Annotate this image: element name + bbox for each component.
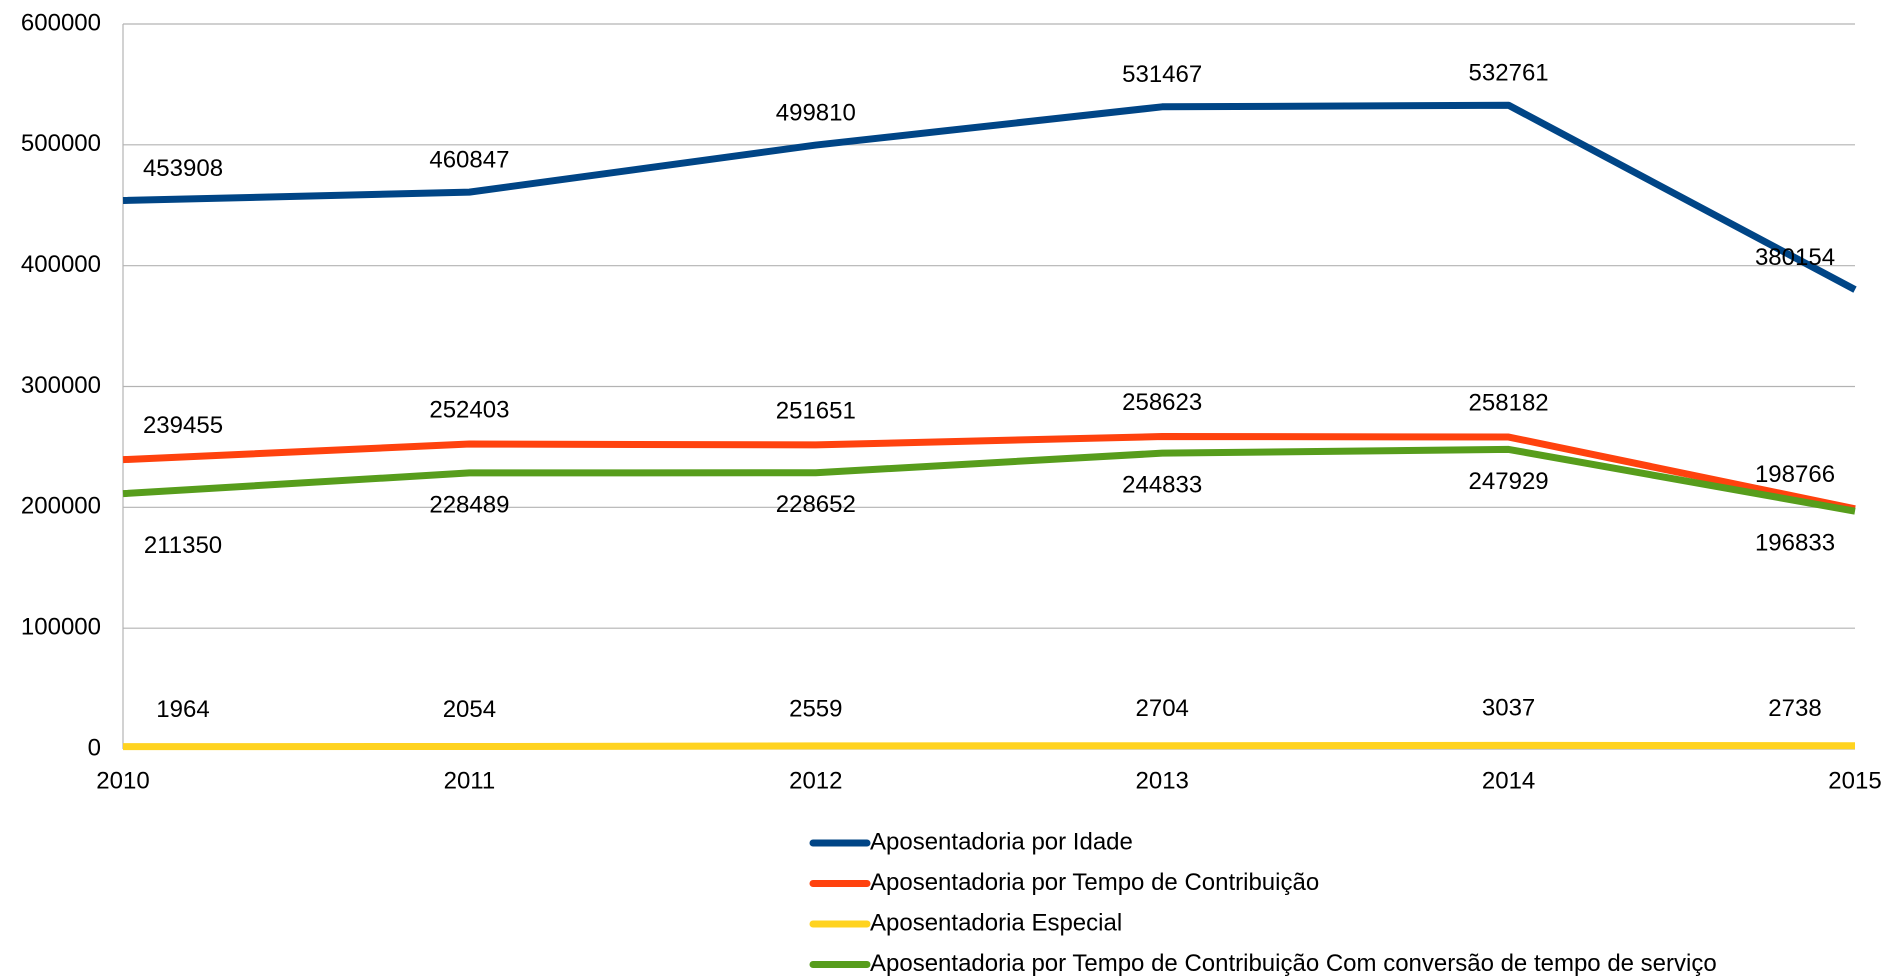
y-tick-label: 300000 (21, 372, 101, 399)
x-tick-label: 2011 (444, 767, 496, 794)
data-label: 251651 (776, 397, 856, 424)
data-label: 532761 (1469, 60, 1549, 87)
data-label: 2054 (443, 696, 496, 723)
x-tick-label: 2012 (789, 767, 842, 794)
data-label: 380154 (1755, 244, 1835, 271)
x-tick-label: 2013 (1136, 767, 1189, 794)
data-label: 196833 (1755, 530, 1835, 557)
data-label: 228652 (776, 491, 856, 518)
legend-label: Aposentadoria Especial (870, 909, 1122, 936)
y-tick-label: 400000 (21, 251, 101, 278)
x-tick-label: 2014 (1482, 767, 1535, 794)
data-label: 2704 (1136, 695, 1189, 722)
data-label: 239455 (143, 412, 223, 439)
series-line (122, 741, 1856, 751)
series-line (122, 101, 1857, 293)
legend-label: Aposentadoria por Tempo de Contribuição (870, 869, 1319, 896)
data-label: 1964 (156, 696, 209, 723)
x-tick-label: 2010 (96, 767, 149, 794)
data-label: 198766 (1755, 461, 1835, 488)
y-tick-label: 100000 (21, 614, 101, 641)
data-label: 3037 (1482, 695, 1535, 722)
data-label: 2559 (789, 695, 842, 722)
y-tick-label: 0 (88, 734, 101, 761)
data-label: 453908 (143, 155, 223, 182)
y-tick-label: 200000 (21, 493, 101, 520)
data-label: 244833 (1122, 472, 1202, 499)
x-tick-label: 2015 (1828, 767, 1881, 794)
data-label: 531467 (1122, 61, 1202, 88)
series-line (122, 432, 1856, 513)
legend-label: Aposentadoria por Tempo de Contribuição … (870, 950, 1717, 977)
data-label: 258623 (1122, 389, 1202, 416)
data-label: 228489 (429, 491, 509, 518)
data-label: 2738 (1768, 695, 1821, 722)
data-label: 252403 (429, 396, 509, 423)
data-label: 499810 (776, 99, 856, 126)
legend-label: Aposentadoria por Idade (870, 828, 1133, 855)
y-tick-label: 600000 (21, 9, 101, 36)
y-tick-label: 500000 (21, 130, 101, 157)
data-label: 258182 (1469, 389, 1549, 416)
data-label: 460847 (429, 146, 509, 173)
data-label: 247929 (1469, 468, 1549, 495)
data-label: 211350 (144, 532, 222, 559)
series-line (122, 445, 1856, 515)
